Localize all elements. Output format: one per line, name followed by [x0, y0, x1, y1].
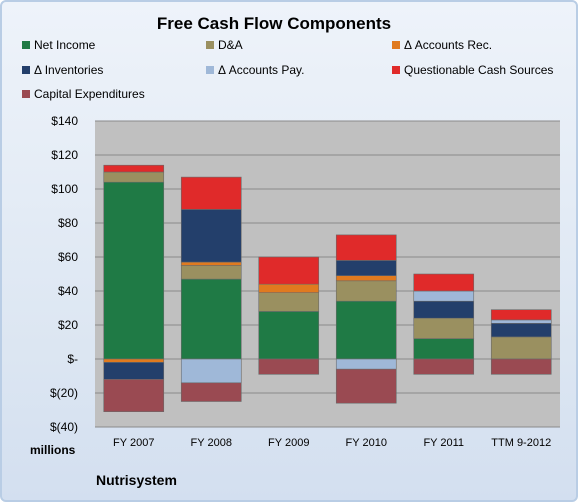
company-name: Nutrisystem: [96, 472, 177, 488]
bar-segment: [413, 317, 475, 339]
bar-segment: [103, 171, 165, 183]
y-tick-label: $-: [67, 352, 78, 366]
legend-label: Δ Inventories: [34, 63, 104, 77]
legend-swatch: [206, 41, 214, 49]
legend-item: D&A: [206, 38, 243, 52]
bar-segment: [335, 260, 397, 276]
bar-segment: [490, 322, 552, 338]
legend-swatch: [22, 90, 30, 98]
x-tick-label: FY 2009: [268, 437, 309, 449]
x-tick-label: TTM 9-2012: [491, 437, 551, 449]
units-label: millions: [30, 443, 76, 457]
legend-item: Δ Accounts Pay.: [206, 63, 305, 77]
legend-swatch: [206, 66, 214, 74]
y-tick-label: $(40): [50, 420, 78, 434]
bar-segment: [335, 234, 397, 261]
bar-segment: [335, 368, 397, 404]
bar-segment: [258, 256, 320, 285]
chart-title: Free Cash Flow Components: [156, 14, 392, 33]
bar-segment: [335, 300, 397, 360]
legend-label: Net Income: [34, 38, 96, 52]
bar-segment: [258, 292, 320, 312]
bar-segment: [180, 265, 242, 280]
legend-item: Δ Inventories: [22, 63, 103, 77]
legend-label: Questionable Cash Sources: [404, 63, 554, 77]
bar-segment: [180, 278, 242, 360]
bar-segment: [180, 209, 242, 263]
x-tick-label: FY 2011: [423, 437, 464, 449]
legend-label: Δ Accounts Pay.: [218, 63, 305, 77]
legend-item: Questionable Cash Sources: [392, 63, 553, 77]
bar-segment: [490, 336, 552, 360]
bar-segment: [490, 319, 552, 324]
legend-label: Δ Accounts Rec.: [404, 38, 493, 52]
bar-segment: [180, 176, 242, 210]
x-tick-label: FY 2007: [113, 437, 154, 449]
bar-segment: [103, 181, 165, 360]
bar-segment: [258, 311, 320, 360]
plot-area: [95, 121, 560, 427]
bar-segment: [413, 273, 475, 292]
bar-segment: [258, 283, 320, 294]
legend-swatch: [22, 41, 30, 49]
y-tick-label: $40: [58, 284, 78, 298]
legend-item: Capital Expenditures: [22, 87, 145, 101]
bar-segment: [103, 358, 165, 363]
bar-segment: [180, 261, 242, 266]
bar-segment: [180, 382, 242, 402]
y-tick-label: $140: [51, 114, 78, 128]
bar-segment: [413, 338, 475, 360]
legend-swatch: [22, 66, 30, 74]
bar-segment: [335, 280, 397, 302]
y-tick-label: $60: [58, 250, 78, 264]
bar-segment: [490, 309, 552, 321]
y-tick-label: $120: [51, 148, 78, 162]
bar-segment: [413, 300, 475, 319]
x-tick-label: FY 2010: [346, 437, 387, 449]
bar-segment: [180, 358, 242, 384]
bar-segment: [413, 358, 475, 375]
bar-segment: [103, 164, 165, 173]
bar-segment: [335, 275, 397, 282]
x-tick-label: FY 2008: [191, 437, 232, 449]
legend-swatch: [392, 41, 400, 49]
legend-label: D&A: [218, 38, 243, 52]
legend-label: Capital Expenditures: [34, 87, 145, 101]
bar-segment: [413, 290, 475, 302]
y-tick-label: $(20): [50, 386, 78, 400]
legend-item: Δ Accounts Rec.: [392, 38, 492, 52]
y-tick-label: $20: [58, 318, 78, 332]
bar-segment: [103, 362, 165, 380]
y-tick-label: $80: [58, 216, 78, 230]
legend-swatch: [392, 66, 400, 74]
legend: Net Income D&A Δ Accounts Rec. Δ Inventorie…: [0, 0, 578, 110]
bar-segment: [258, 358, 320, 375]
y-tick-label: $100: [51, 182, 78, 196]
bar-segment: [103, 379, 165, 412]
legend-item: Net Income: [22, 38, 95, 52]
bar-segment: [335, 358, 397, 370]
bar-segment: [490, 358, 552, 375]
